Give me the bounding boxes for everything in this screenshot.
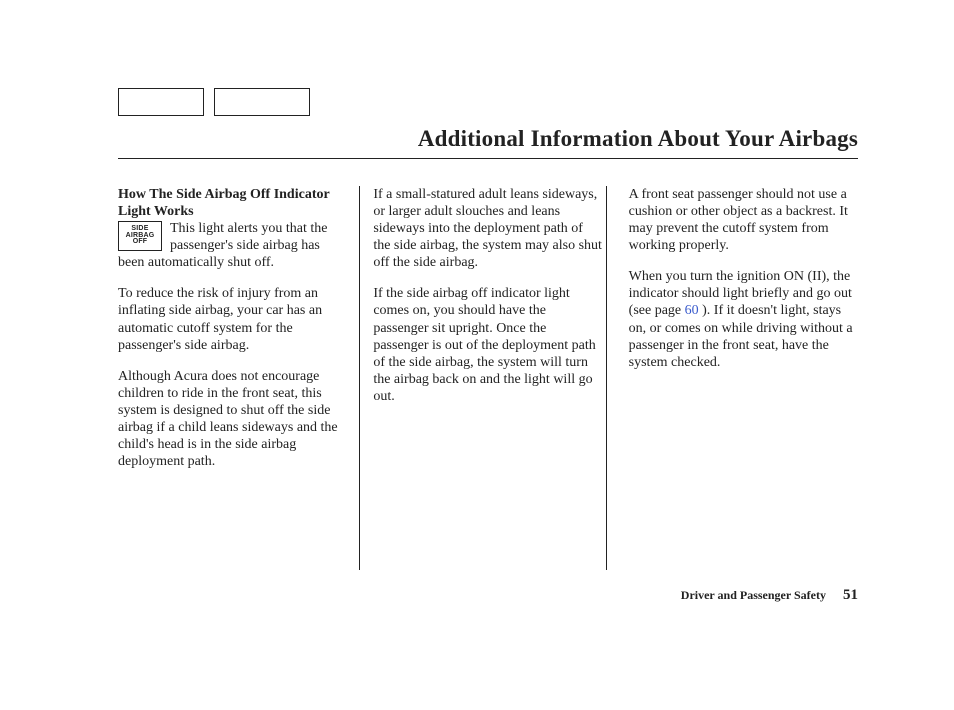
col1-para-1: To reduce the risk of injury from an inf… (118, 285, 347, 353)
page-reference-link[interactable]: 60 (685, 303, 699, 318)
col3-para-1: When you turn the ignition ON (II), the … (629, 268, 858, 370)
icon-line-3: OFF (133, 239, 148, 246)
page-title: Additional Information About Your Airbag… (418, 126, 858, 152)
top-placeholder-boxes (118, 88, 310, 116)
placeholder-box-1 (118, 88, 204, 116)
footer-page-number: 51 (843, 587, 858, 603)
side-airbag-off-icon: SIDE AIRBAG OFF (118, 221, 162, 251)
title-rule (118, 158, 858, 159)
column-2: If a small-statured adult leans sideways… (373, 186, 602, 484)
col2-para-0: If a small-statured adult leans sideways… (373, 186, 602, 271)
columns: How The Side Airbag Off Indicator Light … (118, 186, 858, 484)
subhead-indicator-light: How The Side Airbag Off Indicator Light … (118, 187, 329, 219)
column-3: A front seat passenger should not use a … (629, 186, 858, 484)
page-footer: Driver and Passenger Safety 51 (681, 587, 858, 604)
col2-para-1: If the side airbag off indicator light c… (373, 285, 602, 405)
footer-section-name: Driver and Passenger Safety (681, 588, 826, 602)
col1-para-2: Although Acura does not encourage childr… (118, 368, 347, 470)
column-1: How The Side Airbag Off Indicator Light … (118, 186, 347, 484)
placeholder-box-2 (214, 88, 310, 116)
col3-para-0: A front seat passenger should not use a … (629, 186, 858, 254)
manual-page: Additional Information About Your Airbag… (0, 0, 954, 710)
